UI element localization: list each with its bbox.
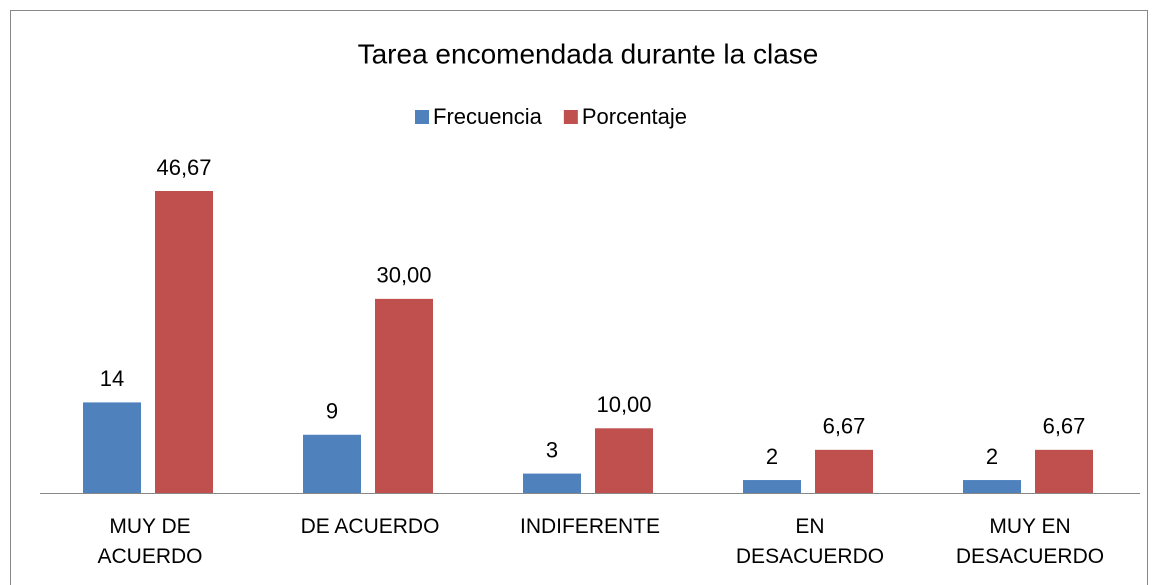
x-tick-label: EN DESACUERDO bbox=[735, 515, 885, 568]
x-tick-label: MUY DE ACUERDO bbox=[97, 515, 203, 568]
x-tick-label: INDIFERENTE bbox=[519, 515, 660, 538]
data-label: 10,00 bbox=[596, 392, 651, 417]
data-label: 46,67 bbox=[156, 155, 211, 180]
data-label: 30,00 bbox=[376, 263, 431, 288]
bar bbox=[1035, 449, 1093, 493]
legend-label: Porcentaje bbox=[582, 104, 687, 129]
data-label: 9 bbox=[326, 399, 338, 424]
bar bbox=[303, 434, 361, 493]
x-tick-label: MUY EN DESACUERDO bbox=[955, 515, 1105, 568]
legend-label: Frecuencia bbox=[433, 104, 543, 129]
legend-swatch bbox=[563, 110, 578, 124]
data-label: 2 bbox=[986, 444, 998, 469]
chart-title: Tarea encomendada durante la clase bbox=[358, 38, 819, 69]
data-label: 3 bbox=[546, 437, 558, 462]
bar bbox=[523, 473, 581, 493]
bar bbox=[155, 191, 213, 493]
data-label: 2 bbox=[766, 444, 778, 469]
bar bbox=[743, 480, 801, 493]
bar bbox=[375, 298, 433, 493]
bar bbox=[83, 402, 141, 493]
bar bbox=[815, 449, 873, 493]
legend-swatch bbox=[415, 110, 429, 124]
x-tick-label: DE ACUERDO bbox=[300, 515, 440, 538]
data-label: 6,67 bbox=[823, 414, 866, 439]
data-label: 6,67 bbox=[1043, 414, 1086, 439]
bar bbox=[963, 480, 1021, 493]
bar bbox=[595, 428, 653, 493]
data-label: 14 bbox=[100, 366, 124, 391]
